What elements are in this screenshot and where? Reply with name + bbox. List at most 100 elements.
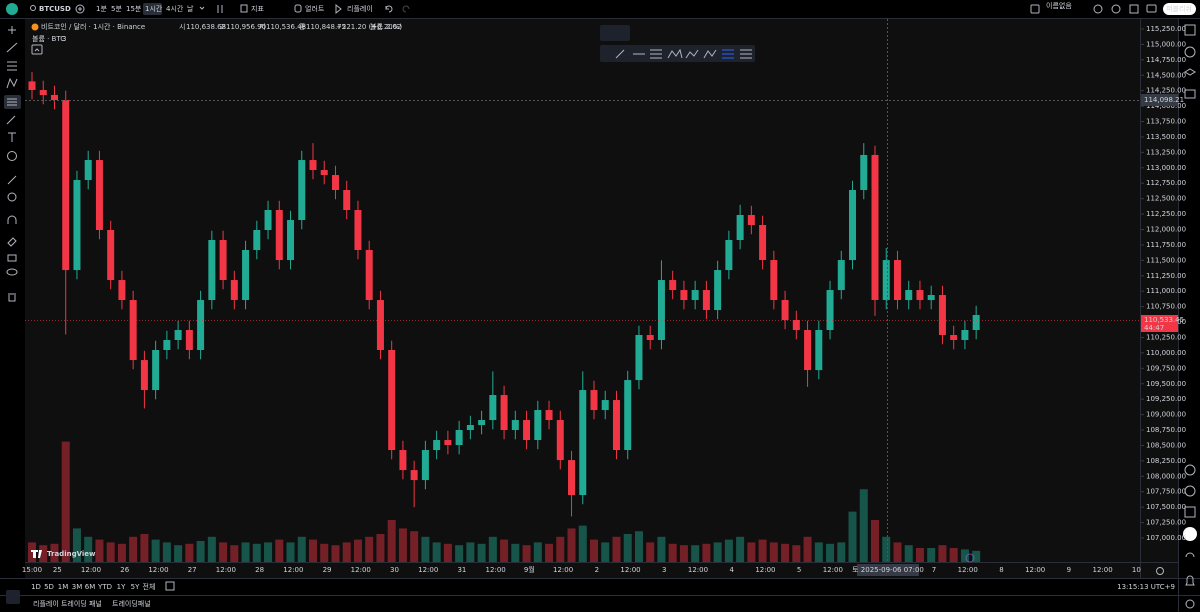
collapse-legend[interactable] bbox=[31, 44, 43, 55]
layers-icon[interactable] bbox=[1184, 68, 1196, 76]
range-button[interactable]: 3M bbox=[72, 583, 83, 591]
alert-icon[interactable] bbox=[294, 4, 302, 13]
range-button[interactable]: 6M bbox=[85, 583, 96, 591]
crosshair-tool[interactable] bbox=[8, 26, 16, 34]
tool-fib2[interactable] bbox=[740, 49, 752, 59]
volume-bar bbox=[938, 545, 947, 562]
redo-icon[interactable] bbox=[402, 5, 410, 13]
crosshair-time: 토 2025-09-06 07:00 bbox=[852, 566, 924, 574]
favorites-button[interactable] bbox=[6, 590, 20, 604]
ideas-icon[interactable] bbox=[1184, 464, 1196, 476]
floating-toolbar-handle[interactable] bbox=[600, 25, 630, 41]
range-button[interactable]: 1D bbox=[31, 583, 41, 591]
tool-line[interactable] bbox=[615, 49, 625, 59]
pulse-icon[interactable] bbox=[1184, 485, 1196, 497]
symbol-search[interactable]: BTCUSD bbox=[39, 5, 71, 13]
candle-body bbox=[152, 350, 160, 391]
chat-icon[interactable] bbox=[1184, 89, 1196, 99]
brush-tool[interactable] bbox=[6, 115, 16, 125]
candle-body bbox=[770, 260, 778, 301]
time-label: 12:00 bbox=[553, 566, 573, 574]
trash-tool[interactable] bbox=[8, 293, 16, 302]
candle-body bbox=[916, 290, 924, 301]
interval-button[interactable]: 날 bbox=[187, 4, 194, 13]
volume-bar bbox=[949, 548, 958, 562]
price-tick-label: 110,750.00 bbox=[1146, 303, 1186, 311]
range-button[interactable]: 1M bbox=[58, 583, 69, 591]
watchlist-icon[interactable] bbox=[1184, 24, 1196, 36]
volume-bar bbox=[477, 543, 486, 562]
publish-label[interactable]: 퍼블리쉬 bbox=[1166, 4, 1192, 13]
search-icon[interactable] bbox=[30, 5, 36, 11]
range-button[interactable]: 1Y bbox=[117, 583, 126, 591]
replay-button[interactable]: 리플레이 bbox=[347, 4, 373, 13]
date-range-icon[interactable] bbox=[165, 581, 175, 591]
interval-button[interactable]: 1분 bbox=[96, 5, 107, 13]
feed-icon[interactable] bbox=[1185, 552, 1195, 558]
candle-body bbox=[331, 175, 339, 191]
replay-icon[interactable] bbox=[335, 3, 342, 15]
ruler-tool[interactable] bbox=[7, 175, 17, 185]
fib-tool[interactable] bbox=[7, 61, 17, 71]
scale-settings[interactable] bbox=[1156, 567, 1164, 575]
candle-body bbox=[500, 395, 508, 431]
help-icon[interactable] bbox=[1185, 599, 1195, 609]
panel-tab[interactable]: 트레이딩패널 bbox=[112, 599, 151, 608]
event-marker[interactable] bbox=[965, 553, 975, 563]
alert-clock-icon[interactable] bbox=[1093, 4, 1103, 14]
volume-label: 볼륨 bbox=[370, 22, 383, 31]
tool-pattern[interactable] bbox=[667, 48, 683, 59]
ohlc-value: 110,848.75 bbox=[306, 23, 346, 31]
price-tick-label: 108,750.00 bbox=[1146, 426, 1186, 434]
emoji-tool[interactable] bbox=[7, 151, 17, 161]
settings-icon[interactable] bbox=[1111, 4, 1121, 14]
interval-button[interactable]: 1시간 bbox=[145, 4, 163, 13]
chart-type-icon[interactable] bbox=[217, 5, 223, 13]
range-button[interactable]: 5Y bbox=[131, 583, 140, 591]
tool-channel[interactable] bbox=[650, 49, 662, 59]
calendar-icon[interactable] bbox=[1184, 506, 1196, 518]
apps-icon[interactable] bbox=[1183, 527, 1197, 541]
volume-bar bbox=[443, 543, 452, 562]
range-button[interactable]: 전체 bbox=[143, 582, 156, 591]
tool-wave[interactable] bbox=[685, 49, 699, 59]
zoom-tool[interactable] bbox=[7, 192, 17, 202]
tool-fib[interactable] bbox=[722, 49, 734, 59]
text-tool[interactable] bbox=[8, 132, 16, 142]
panel-tab[interactable]: 리플레이 트레이딩 패널 bbox=[33, 599, 102, 608]
snapshot-icon[interactable] bbox=[1146, 4, 1157, 13]
pattern-tool[interactable] bbox=[6, 77, 18, 89]
add-symbol-icon[interactable] bbox=[75, 4, 85, 14]
candle-body bbox=[972, 315, 980, 331]
range-button[interactable]: 5D bbox=[44, 583, 54, 591]
stay-drawing-tool[interactable] bbox=[7, 237, 17, 247]
interval-button[interactable]: 5분 bbox=[111, 5, 122, 13]
interval-button[interactable]: 4시간 bbox=[166, 4, 184, 13]
lock-tool[interactable] bbox=[7, 254, 17, 262]
magnet-tool[interactable] bbox=[7, 215, 17, 224]
hide-tool[interactable] bbox=[6, 268, 18, 276]
time-label: 2 bbox=[595, 566, 599, 574]
layout-name[interactable]: 이름없음 bbox=[1046, 1, 1072, 10]
candle-body bbox=[129, 300, 137, 361]
tool-wave2[interactable] bbox=[703, 49, 717, 59]
undo-icon[interactable] bbox=[385, 5, 393, 13]
fullscreen-icon[interactable] bbox=[1129, 4, 1139, 14]
notifications-icon[interactable] bbox=[1185, 575, 1195, 586]
indicator-icon[interactable] bbox=[240, 4, 248, 13]
alerts-icon[interactable] bbox=[1184, 46, 1196, 58]
range-button[interactable]: YTD bbox=[97, 583, 112, 591]
user-avatar[interactable] bbox=[6, 3, 18, 15]
trendline-tool[interactable] bbox=[6, 42, 18, 53]
candle-body bbox=[309, 160, 317, 171]
alerts-button[interactable]: 얼러트 bbox=[305, 4, 325, 13]
projection-tool[interactable] bbox=[7, 98, 17, 106]
indicators-button[interactable]: 지표 bbox=[251, 4, 264, 13]
publish-button[interactable] bbox=[1163, 3, 1196, 15]
legend-title: 비트코인 / 달러 · 1시간 · Binance bbox=[41, 22, 145, 31]
price-tick-label: 109,750.00 bbox=[1146, 364, 1186, 372]
price-tick-label: 110,000.00 bbox=[1146, 349, 1186, 357]
layout-checkbox[interactable] bbox=[1030, 4, 1040, 14]
interval-button[interactable]: 15분 bbox=[126, 5, 142, 13]
interval-chevron[interactable] bbox=[199, 6, 205, 10]
